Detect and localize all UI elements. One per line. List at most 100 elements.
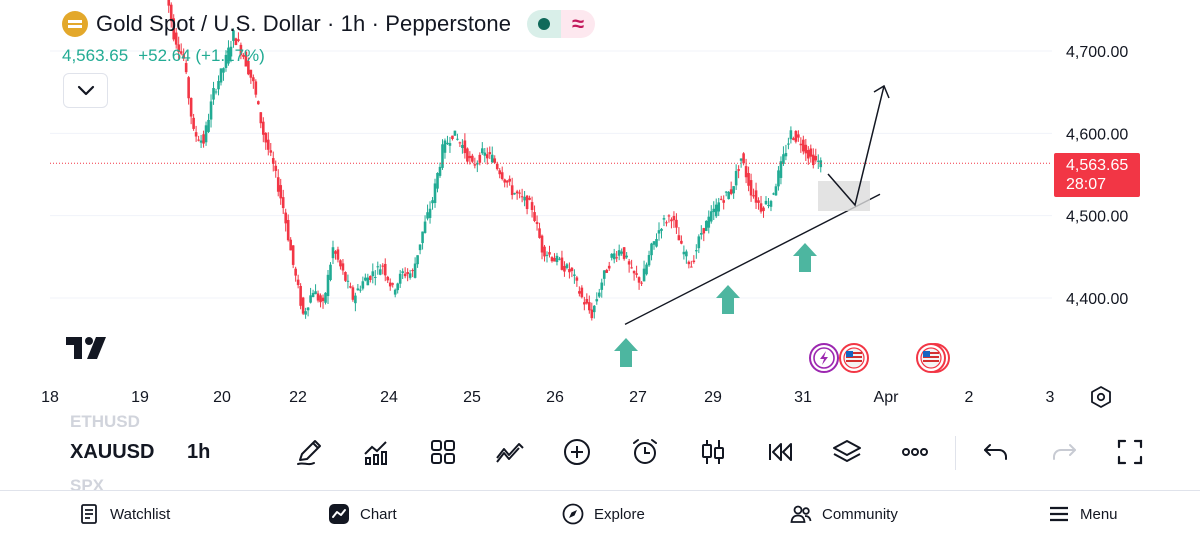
candle-body [692, 260, 696, 263]
candle-body [570, 267, 574, 272]
last-price: 4,563.65 [62, 46, 129, 65]
candle-body [239, 44, 243, 56]
candle-body [299, 285, 302, 306]
candle-body [578, 291, 581, 294]
collapse-legend-button[interactable] [63, 73, 108, 108]
economic-events-group-1[interactable] [808, 342, 872, 379]
object-tree-button[interactable] [829, 434, 865, 470]
candle-body [545, 254, 549, 256]
candle-body [321, 297, 325, 302]
nav-watchlist-label: Watchlist [110, 505, 171, 523]
candle-body [324, 292, 327, 303]
candle-body [525, 195, 529, 210]
projection-arrowhead [873, 84, 890, 99]
nav-watchlist[interactable]: Watchlist [78, 503, 170, 525]
candle-body [381, 265, 385, 267]
candle-body [739, 158, 743, 161]
candle-body [403, 273, 407, 277]
drawing-tool-button[interactable] [292, 434, 328, 470]
economic-events-group-2[interactable] [913, 342, 957, 379]
candle-body [724, 191, 728, 193]
nav-chart[interactable]: Chart [328, 503, 397, 525]
candle-body [471, 155, 474, 162]
fullscreen-button[interactable] [1112, 434, 1148, 470]
alert-button[interactable] [627, 434, 663, 470]
candle-body [234, 38, 238, 46]
candle-body [695, 250, 698, 252]
undo-button[interactable] [978, 434, 1014, 470]
candle-body [426, 212, 429, 219]
candle-body [222, 68, 225, 73]
axis-settings-icon[interactable] [1088, 384, 1114, 410]
candle-body [301, 297, 305, 314]
candle-body [734, 170, 738, 186]
candle-body [505, 180, 509, 183]
candle-body [752, 195, 755, 197]
compare-button[interactable] [492, 434, 528, 470]
add-button[interactable] [559, 434, 595, 470]
candle-body [772, 193, 775, 195]
candle-body [369, 276, 372, 280]
candle-body [583, 302, 586, 305]
nav-menu[interactable]: Menu [1048, 503, 1118, 525]
market-status-pill[interactable]: ≈ [527, 10, 596, 38]
chart-area[interactable]: 4,700.00 4,600.00 4,500.00 4,400.00 18 19 20 22… [0, 0, 1200, 415]
grid-icon [431, 440, 455, 464]
watchlist-icon [81, 504, 97, 524]
candle-body [309, 295, 312, 303]
price-axis-label: 4,500.00 [1066, 209, 1128, 226]
candle-body [787, 143, 790, 145]
support-arrow-marker [614, 338, 638, 367]
nav-explore[interactable]: Explore [562, 503, 645, 525]
undo-icon [984, 444, 1007, 460]
candle-body [600, 282, 604, 290]
candle-body [610, 253, 614, 258]
candle-body [451, 135, 454, 140]
candle-body [294, 268, 297, 276]
redo-button[interactable] [1046, 434, 1082, 470]
more-button[interactable] [897, 434, 933, 470]
candle-body [316, 293, 320, 301]
delayed-data-icon: ≈ [561, 10, 596, 38]
candle-body [396, 283, 399, 291]
candle-body [244, 51, 248, 67]
candle-body [413, 263, 417, 278]
layouts-button[interactable] [425, 434, 461, 470]
time-axis-label: 19 [131, 389, 149, 406]
candle-body [182, 53, 185, 59]
candle-body [816, 160, 820, 162]
candle-body [563, 265, 566, 272]
candle-body [590, 309, 594, 319]
candle-body [483, 152, 487, 156]
nav-community[interactable]: Community [790, 503, 898, 525]
candle-body [237, 39, 240, 42]
candle-body [219, 68, 223, 83]
indicators-button[interactable] [358, 434, 394, 470]
chart-type-button[interactable] [695, 434, 731, 470]
candle-body [769, 201, 773, 207]
badge-price: 4,563.65 [1066, 157, 1129, 174]
candle-body [538, 228, 541, 238]
symbol-title[interactable]: Gold Spot / U.S. Dollar · 1h · Peppersto… [96, 11, 512, 36]
candle-body [687, 261, 691, 265]
candle-body [530, 202, 534, 210]
candle-body [259, 112, 263, 124]
symbol-selector[interactable]: XAUUSD [70, 441, 155, 463]
time-axis-label: 20 [213, 389, 231, 406]
replay-button[interactable] [762, 434, 798, 470]
candle-body [416, 255, 419, 265]
candle-body [543, 246, 546, 257]
previous-symbol[interactable]: ETHUSD [70, 412, 140, 431]
hamburger-icon [1050, 506, 1068, 522]
candle-body [799, 143, 803, 146]
candle-body [257, 101, 260, 105]
candle-body [281, 197, 285, 209]
candle-body [339, 260, 342, 267]
candle-body [495, 163, 499, 170]
time-axis-label: 22 [289, 389, 307, 406]
bottom-toolbar: ETHUSD XAUUSD 1h SPX [0, 412, 1200, 495]
timeframe-selector[interactable]: 1h [187, 441, 211, 463]
candle-body [737, 169, 740, 171]
candle-body [271, 158, 275, 164]
